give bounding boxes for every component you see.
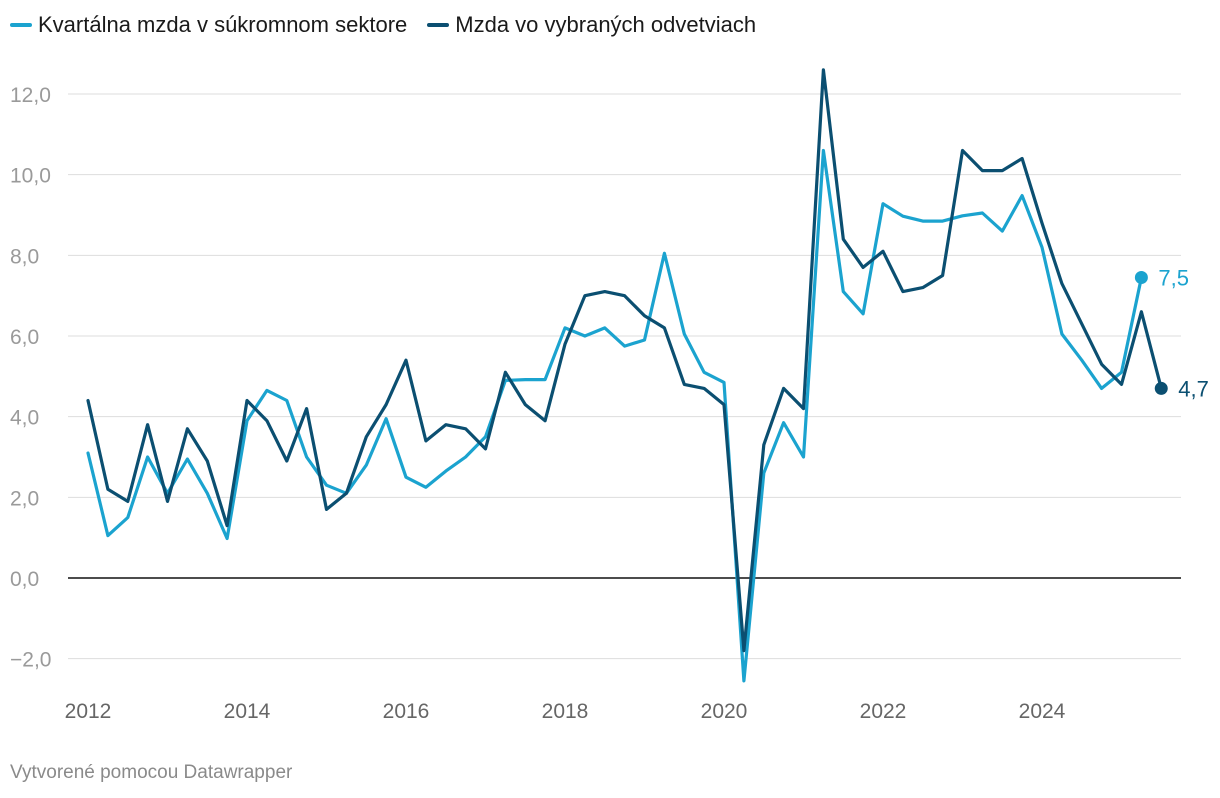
x-tick-label: 2024 bbox=[1019, 700, 1066, 723]
legend-item-private-sector: Kvartálna mzda v súkromnom sektore bbox=[10, 12, 407, 38]
end-label-private-sector: 7,5 bbox=[1158, 266, 1189, 291]
legend-label-private-sector: Kvartálna mzda v súkromnom sektore bbox=[38, 12, 408, 37]
x-tick-label: 2020 bbox=[701, 700, 748, 723]
legend-item-selected-sectors: Mzda vo vybraných odvetviach bbox=[427, 12, 756, 38]
legend-label-selected-sectors: Mzda vo vybraných odvetviach bbox=[455, 12, 757, 37]
x-tick-label: 2012 bbox=[65, 700, 112, 723]
datawrapper-credit: Vytvorené pomocou Datawrapper bbox=[10, 762, 293, 783]
y-tick-label: 12,0 bbox=[10, 84, 51, 107]
y-tick-label: 2,0 bbox=[10, 487, 39, 510]
series-line-selected-sectors bbox=[86, 68, 1163, 653]
end-point-selected-sectors bbox=[1154, 381, 1168, 395]
legend-swatch-private-sector bbox=[10, 23, 32, 27]
x-tick-label: 2018 bbox=[542, 700, 589, 723]
y-tick-label: −2,0 bbox=[10, 649, 51, 672]
x-tick-label: 2014 bbox=[224, 700, 271, 723]
x-tick-label: 2016 bbox=[383, 700, 430, 723]
y-tick-label: 6,0 bbox=[10, 326, 39, 349]
end-point-private-sector bbox=[1134, 271, 1148, 285]
y-tick-label: 0,0 bbox=[10, 568, 39, 591]
end-label-selected-sectors: 4,7 bbox=[1178, 376, 1209, 401]
legend-swatch-selected-sectors bbox=[427, 23, 450, 27]
series-line-private-sector bbox=[86, 148, 1144, 683]
chart-legend: Kvartálna mzda v súkromnom sektore Mzda … bbox=[10, 12, 756, 38]
y-tick-label: 4,0 bbox=[10, 407, 39, 430]
y-tick-label: 10,0 bbox=[10, 165, 51, 188]
y-tick-label: 8,0 bbox=[10, 245, 39, 268]
x-tick-label: 2022 bbox=[860, 700, 907, 723]
